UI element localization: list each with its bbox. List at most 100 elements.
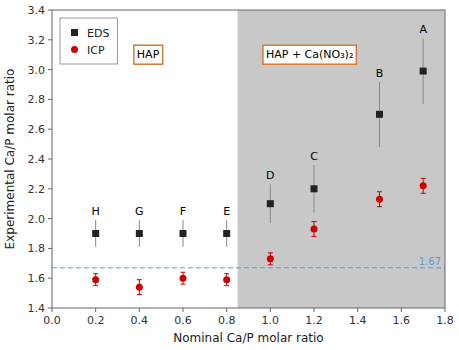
annotation-text: HAP + Ca(NO₃)₂ — [266, 48, 353, 61]
y-tick — [48, 188, 52, 189]
x-tick-label: 1.6 — [393, 314, 411, 327]
legend: EDSICP — [60, 18, 117, 64]
y-tick — [48, 248, 52, 249]
x-tick — [270, 308, 271, 312]
y-tick-label: 2.4 — [28, 153, 46, 166]
reference-line — [52, 267, 445, 268]
y-tick — [48, 159, 52, 160]
y-tick-label: 1.4 — [28, 302, 46, 315]
y-tick — [48, 10, 52, 11]
point — [136, 284, 143, 291]
point — [376, 196, 383, 203]
annotation: HAP + Ca(NO₃)₂ — [263, 45, 356, 64]
annotation-box — [263, 45, 356, 64]
legend-marker — [71, 46, 78, 53]
point — [267, 255, 274, 262]
error-bar-cap — [268, 264, 273, 265]
error-bar-cap — [93, 273, 98, 274]
point — [223, 276, 230, 283]
point — [311, 226, 318, 233]
y-tick-label: 3.2 — [28, 34, 46, 47]
legend-label: ICP — [87, 44, 105, 57]
point — [376, 111, 383, 118]
plot-area — [52, 10, 445, 308]
error-bar-cap — [421, 178, 426, 179]
annotation-box — [134, 45, 163, 64]
error-bar-cap — [312, 221, 317, 222]
y-tick — [48, 278, 52, 279]
y-tick-label: 2.6 — [28, 123, 46, 136]
y-axis-label: Experimental Ca/P molar ratio — [3, 69, 17, 250]
annotation-text: HAP — [137, 48, 160, 61]
x-tick — [226, 308, 227, 312]
error-bar — [377, 192, 382, 207]
error-bar — [181, 272, 186, 284]
error-bar — [312, 222, 317, 237]
point — [420, 182, 427, 189]
error-bar-cap — [93, 285, 98, 286]
error-bar-cap — [137, 294, 142, 295]
x-tick — [401, 308, 402, 312]
point — [180, 230, 187, 237]
y-tick-label: 2.0 — [28, 213, 46, 226]
x-tick-label: 1.0 — [262, 314, 280, 327]
point — [267, 200, 274, 207]
error-bar — [93, 274, 98, 286]
y-tick — [48, 308, 52, 309]
point — [136, 230, 143, 237]
error-bar-cap — [377, 206, 382, 207]
x-tick-label: 0.8 — [218, 314, 236, 327]
error-bar-cap — [181, 284, 186, 285]
y-tick-label: 1.8 — [28, 242, 46, 255]
y-tick-label: 2.2 — [28, 183, 46, 196]
error-bar — [421, 178, 426, 193]
error-bar-cap — [377, 191, 382, 192]
point-label: F — [180, 205, 186, 218]
point-label: E — [223, 205, 230, 218]
y-tick-label: 3.0 — [28, 64, 46, 77]
x-tick-label: 0.2 — [87, 314, 105, 327]
error-bar — [224, 274, 229, 286]
x-tick-label: 0.4 — [131, 314, 149, 327]
error-bar-cap — [224, 273, 229, 274]
point — [311, 185, 318, 192]
point-label: G — [135, 205, 144, 218]
x-axis-label: Nominal Ca/P molar ratio — [173, 331, 323, 345]
y-tick-label: 3.4 — [28, 4, 46, 17]
point-label: A — [419, 23, 427, 36]
point-label: B — [376, 67, 384, 80]
legend-box — [60, 18, 117, 64]
y-tick — [48, 69, 52, 70]
reference-line-label: 1.67 — [419, 256, 441, 267]
x-tick — [139, 308, 140, 312]
point-label: D — [266, 169, 274, 182]
y-tick — [48, 218, 52, 219]
x-tick-label: 1.4 — [349, 314, 367, 327]
error-bar-cap — [224, 285, 229, 286]
x-tick-label: 0.0 — [43, 314, 61, 327]
point — [92, 276, 99, 283]
x-tick — [52, 308, 53, 312]
plot-background — [52, 10, 445, 308]
point — [420, 68, 427, 75]
shaded-region — [238, 10, 445, 308]
point — [92, 230, 99, 237]
error-bar-cap — [268, 252, 273, 253]
error-bar-cap — [137, 279, 142, 280]
axes: 0.00.20.40.60.81.01.21.41.61.81.41.61.82… — [28, 4, 454, 327]
point-label: C — [310, 150, 318, 163]
x-tick — [445, 308, 446, 312]
x-tick — [314, 308, 315, 312]
error-bar-cap — [181, 272, 186, 273]
point-label: H — [92, 205, 100, 218]
legend-marker — [71, 29, 78, 36]
point — [180, 275, 187, 282]
chart: 0.00.20.40.60.81.01.21.41.61.81.41.61.82… — [0, 0, 459, 350]
x-tick-label: 1.2 — [305, 314, 323, 327]
x-tick-label: 1.8 — [436, 314, 454, 327]
x-tick — [95, 308, 96, 312]
x-tick-label: 0.6 — [174, 314, 192, 327]
y-tick-label: 2.8 — [28, 93, 46, 106]
y-tick — [48, 99, 52, 100]
error-bar-cap — [421, 193, 426, 194]
